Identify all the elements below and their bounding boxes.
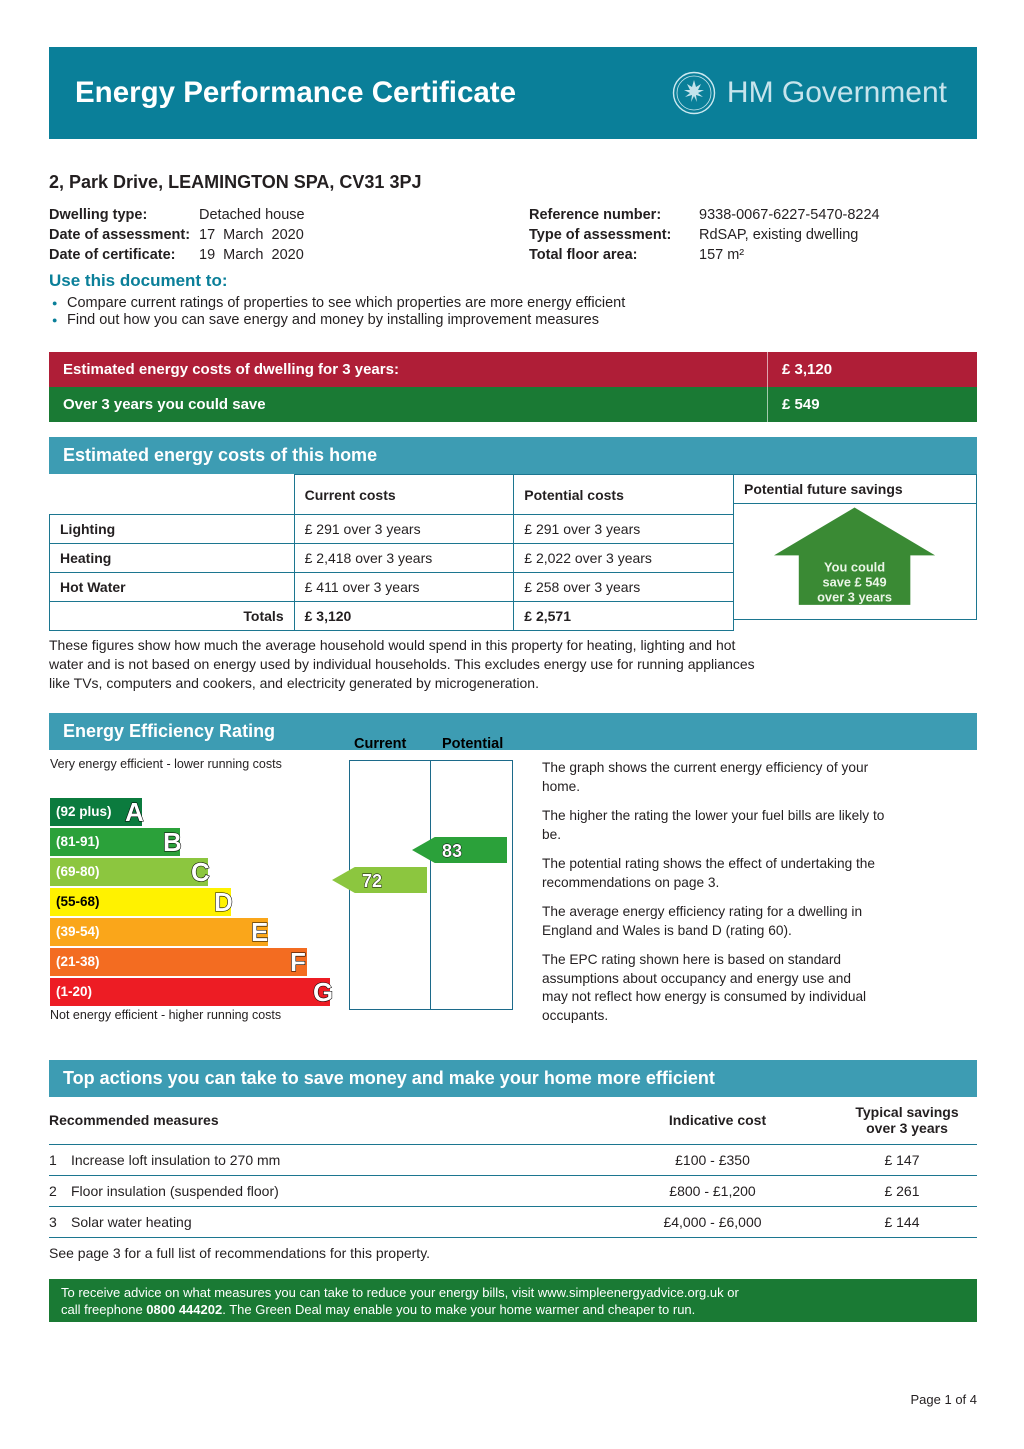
svg-text:C: C: [191, 857, 210, 887]
svg-text:D: D: [214, 887, 233, 917]
svg-text:save £ 549: save £ 549: [822, 574, 886, 589]
svg-text:A: A: [125, 797, 144, 827]
svg-text:G: G: [313, 977, 333, 1007]
svg-text:You could: You could: [824, 559, 885, 574]
svg-text:over 3 years: over 3 years: [817, 589, 892, 604]
svg-text:F: F: [290, 947, 306, 977]
svg-text:E: E: [251, 917, 268, 947]
svg-text:72: 72: [362, 871, 382, 891]
svg-text:83: 83: [442, 841, 462, 861]
svg-text:B: B: [163, 827, 182, 857]
